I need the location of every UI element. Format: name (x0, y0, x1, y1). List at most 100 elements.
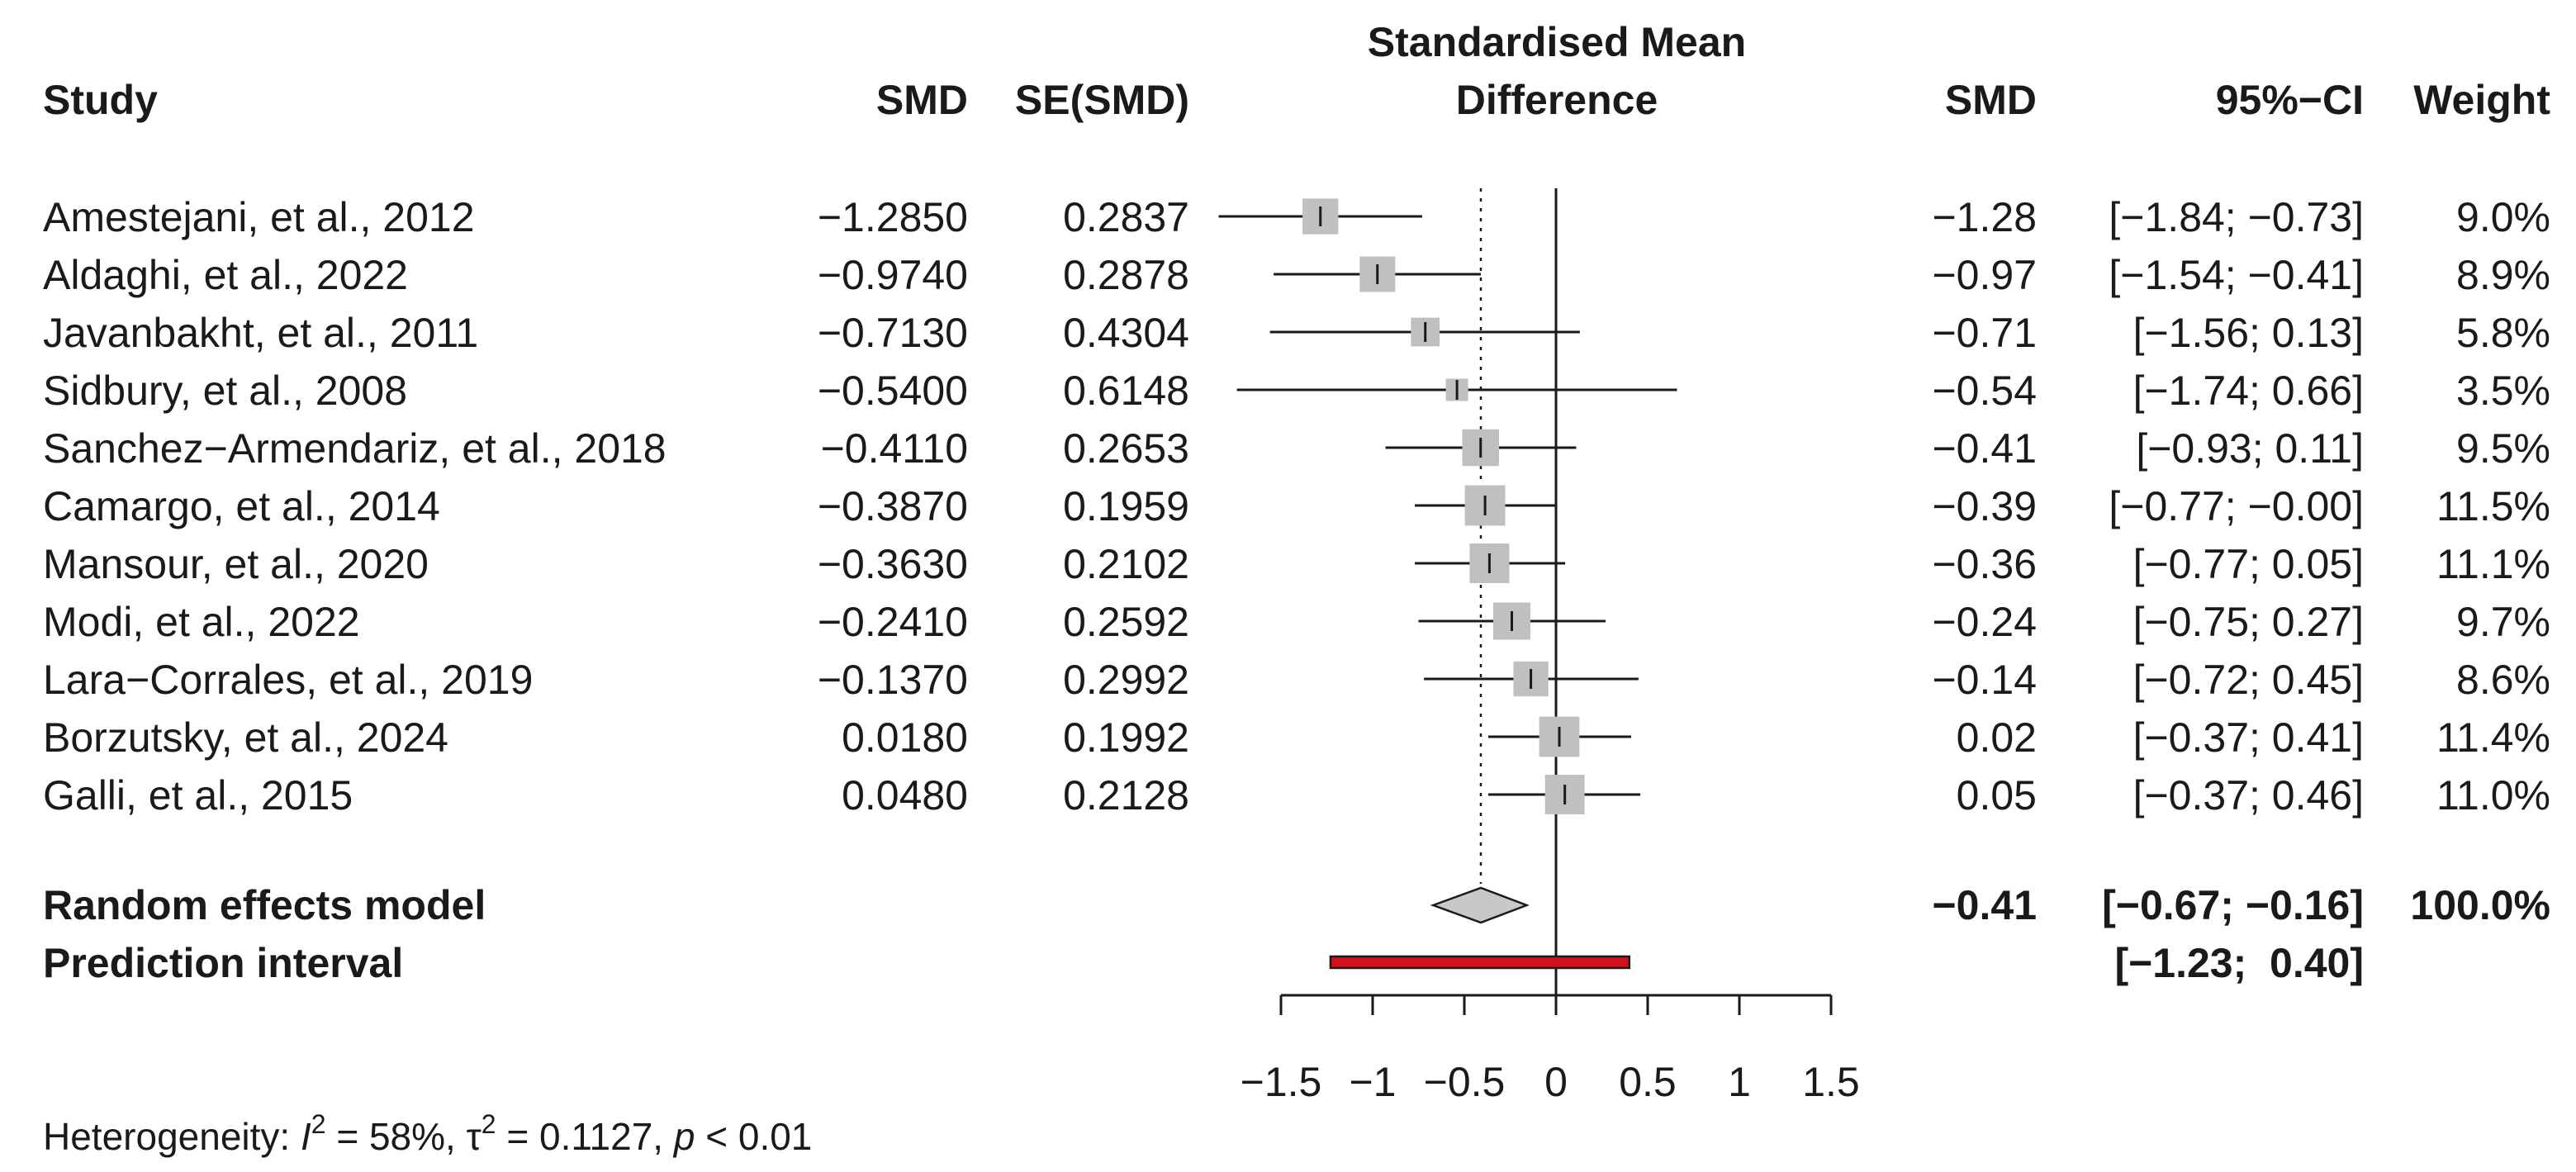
x-axis-tick-label: 1 (1728, 1059, 1751, 1105)
study-weight: 3.5% (2456, 368, 2550, 414)
random-effects-ci: [−0.67; −0.16] (2102, 882, 2364, 928)
study-smd: −0.4110 (821, 425, 968, 472)
random-effects-label: Random effects model (43, 882, 486, 928)
study-weight: 11.1% (2436, 541, 2550, 587)
study-smd-rounded: −0.71 (1932, 310, 2037, 356)
study-smd-rounded: −0.54 (1932, 368, 2037, 414)
study-ci: [−0.77; −0.00] (2109, 483, 2364, 529)
heterogeneity-text: Heterogeneity: I2 = 58%, τ2 = 0.1127, p … (43, 1109, 812, 1158)
header-ci: 95%−CI (2216, 77, 2364, 123)
study-smd: −1.2850 (818, 194, 968, 240)
study-smd-rounded: −0.39 (1932, 483, 2037, 529)
x-axis-tick-label: −1.5 (1241, 1059, 1322, 1105)
study-weight: 5.8% (2456, 310, 2550, 356)
study-name: Modi, et al., 2022 (43, 599, 360, 645)
study-se: 0.1959 (1063, 483, 1189, 529)
het-prefix: Heterogeneity: (43, 1115, 301, 1158)
study-smd: −0.3870 (818, 483, 968, 529)
study-smd: −0.2410 (818, 599, 968, 645)
study-weight: 9.7% (2456, 599, 2550, 645)
x-axis: −1.5 −1 −0.5 0 0.5 1 1.5 (1241, 994, 1860, 1105)
study-weight: 11.0% (2436, 772, 2550, 819)
random-effects-weight: 100.0% (2410, 882, 2550, 928)
prediction-interval-label: Prediction interval (43, 940, 403, 986)
header-se: SE(SMD) (1015, 77, 1189, 123)
study-weight: 8.6% (2456, 657, 2550, 703)
study-weight: 9.0% (2456, 194, 2550, 240)
study-name: Borzutsky, et al., 2024 (43, 714, 448, 761)
x-axis-tick-label: −0.5 (1424, 1059, 1506, 1105)
study-se: 0.2653 (1063, 425, 1189, 472)
header-weight: Weight (2413, 77, 2550, 123)
prediction-interval-ci: [−1.23; 0.40] (2114, 940, 2364, 986)
study-smd: −0.5400 (818, 368, 968, 414)
study-name: Aldaghi, et al., 2022 (43, 252, 408, 298)
study-se: 0.6148 (1063, 368, 1189, 414)
het-tau-superscript: 2 (482, 1109, 496, 1139)
study-se: 0.2992 (1063, 657, 1189, 703)
random-effects-diamond (1430, 886, 1530, 924)
study-se: 0.2128 (1063, 772, 1189, 819)
summary-rows: Random effects model −0.41 [−0.67; −0.16… (43, 882, 2550, 986)
study-ci: [−1.74; 0.66] (2133, 368, 2364, 414)
header-row: Study SMD SE(SMD) Standardised Mean Diff… (43, 19, 2550, 123)
study-se: 0.4304 (1063, 310, 1189, 356)
study-weight: 11.5% (2436, 483, 2550, 529)
study-weight: 11.4% (2436, 714, 2550, 761)
header-smd: SMD (876, 77, 968, 123)
study-ci: [−1.56; 0.13] (2133, 310, 2364, 356)
study-smd: −0.1370 (818, 657, 968, 703)
header-plot-title-line2: Difference (1456, 77, 1658, 123)
study-smd: −0.9740 (818, 252, 968, 298)
study-smd-rounded: −1.28 (1932, 194, 2037, 240)
study-name: Lara−Corrales, et al., 2019 (43, 657, 533, 703)
header-plot-title-line1: Standardised Mean (1368, 19, 1746, 65)
prediction-interval-bar (1329, 955, 1631, 970)
study-name: Amestejani, et al., 2012 (43, 194, 475, 240)
het-tau-value: = 0.1127, (496, 1115, 674, 1158)
study-smd-rounded: 0.05 (1957, 772, 2037, 819)
study-smd-rounded: −0.24 (1932, 599, 2037, 645)
study-smd-rounded: 0.02 (1957, 714, 2037, 761)
study-weight: 9.5% (2456, 425, 2550, 472)
study-name: Camargo, et al., 2014 (43, 483, 440, 529)
study-smd-rounded: −0.14 (1932, 657, 2037, 703)
study-smd-rounded: −0.97 (1932, 252, 2037, 298)
study-ci: [−1.54; −0.41] (2109, 252, 2364, 298)
plot-marks (1218, 188, 1677, 995)
header-smd-right: SMD (1945, 77, 2037, 123)
study-ci: [−1.84; −0.73] (2109, 194, 2364, 240)
study-smd-rounded: −0.41 (1932, 425, 2037, 472)
study-ci: [−0.37; 0.41] (2133, 714, 2364, 761)
study-se: 0.1992 (1063, 714, 1189, 761)
study-name: Galli, et al., 2015 (43, 772, 353, 819)
study-weight: 8.9% (2456, 252, 2550, 298)
x-axis-tick-label: 0.5 (1619, 1059, 1677, 1105)
x-axis-tick-label: −1 (1349, 1059, 1396, 1105)
study-smd: −0.3630 (818, 541, 968, 587)
study-ci: [−0.75; 0.27] (2133, 599, 2364, 645)
study-se: 0.2592 (1063, 599, 1189, 645)
study-ci: [−0.72; 0.45] (2133, 657, 2364, 703)
study-smd-rounded: −0.36 (1932, 541, 2037, 587)
het-p-value: < 0.01 (695, 1115, 812, 1158)
study-smd: 0.0480 (842, 772, 968, 819)
study-name: Sanchez−Armendariz, et al., 2018 (43, 425, 667, 472)
study-se: 0.2837 (1063, 194, 1189, 240)
study-smd: 0.0180 (842, 714, 968, 761)
x-axis-tick-label: 1.5 (1802, 1059, 1860, 1105)
study-name: Mansour, et al., 2020 (43, 541, 429, 587)
header-study: Study (43, 77, 158, 123)
study-name: Javanbakht, et al., 2011 (43, 310, 478, 356)
random-effects-smd: −0.41 (1932, 882, 2037, 928)
study-name: Sidbury, et al., 2008 (43, 368, 407, 414)
het-i2-value: = 58%, (326, 1115, 467, 1158)
study-ci: [−0.77; 0.05] (2133, 541, 2364, 587)
het-i2-superscript: 2 (311, 1109, 326, 1139)
x-axis-tick-label: 0 (1544, 1059, 1568, 1105)
study-se: 0.2878 (1063, 252, 1189, 298)
study-rows: Amestejani, et al., 2012 −1.2850 0.2837 −1.… (43, 194, 2550, 819)
het-i2-symbol: I (301, 1115, 311, 1158)
study-ci: [−0.37; 0.46] (2133, 772, 2364, 819)
